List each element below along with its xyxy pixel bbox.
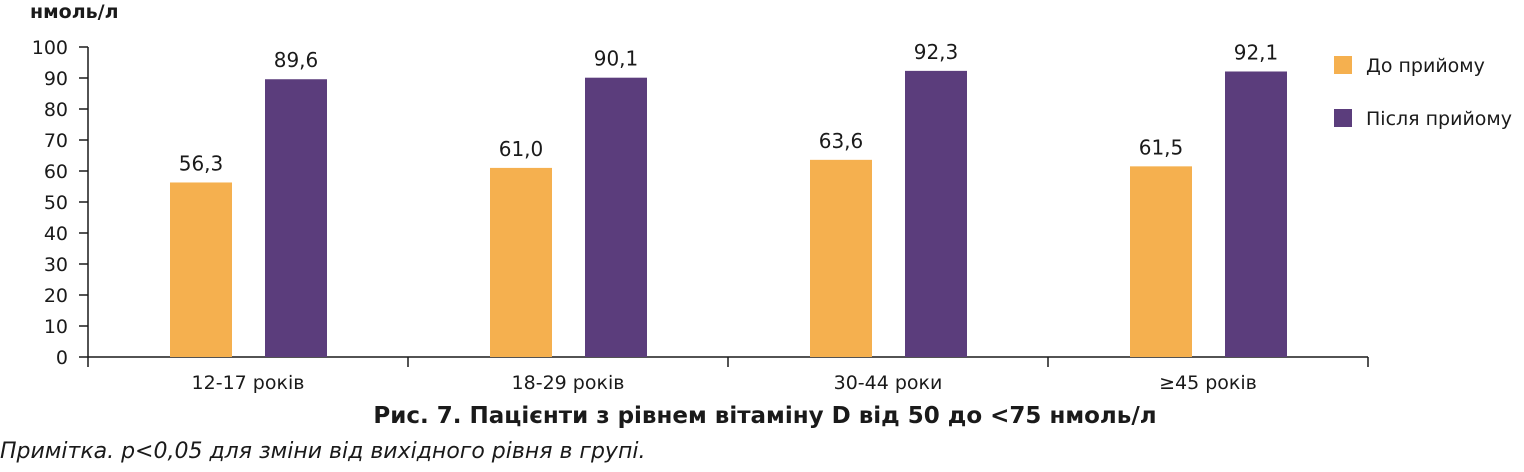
y-tick-label: 40 [44,223,68,245]
legend-label: До прийому [1366,55,1485,77]
data-label: 92,3 [914,40,959,64]
data-label: 89,6 [274,48,319,72]
figure-note: Примітка. p<0,05 для зміни від вихідного… [0,439,646,464]
bar [1225,71,1287,358]
bar [265,79,327,358]
bar-chart: 0 10 20 30 40 50 60 70 80 90 100 56,3 89,6 12-17 рокі… [32,37,1512,394]
y-tick-label: 100 [32,37,68,59]
figure-caption: Рис. 7. Пацієнти з рівнем вітаміну D від… [373,403,1157,429]
x-tick-label: 18-29 років [512,372,625,394]
y-tick-label: 90 [44,68,68,90]
y-tick-label: 80 [44,99,68,121]
y-tick-label: 50 [44,192,68,214]
bar [490,167,552,357]
y-tick-label: 20 [44,285,68,307]
x-tick-label: 12-17 років [192,372,305,394]
y-tick-label: 0 [56,347,68,369]
y-axis-label: нмоль/л [30,1,119,23]
data-label: 61,5 [1139,135,1184,159]
data-label: 56,3 [179,151,224,175]
legend-swatch [1334,56,1352,74]
bar [810,159,872,357]
data-label: 90,1 [594,47,639,71]
data-label: 61,0 [499,137,544,161]
y-tick-label: 70 [44,130,68,152]
y-tick-label: 60 [44,161,68,183]
legend-label: Після прийому [1366,108,1512,130]
bar [170,182,232,357]
bar [905,70,967,358]
legend-swatch [1334,109,1352,127]
x-tick-label: ≥45 років [1159,372,1257,394]
y-tick-label: 30 [44,254,68,276]
bar [1130,166,1192,357]
data-label: 63,6 [819,129,864,153]
bar [585,77,647,357]
data-label: 92,1 [1234,40,1279,64]
y-tick-label: 10 [44,316,68,338]
x-tick-label: 30-44 роки [834,372,943,394]
